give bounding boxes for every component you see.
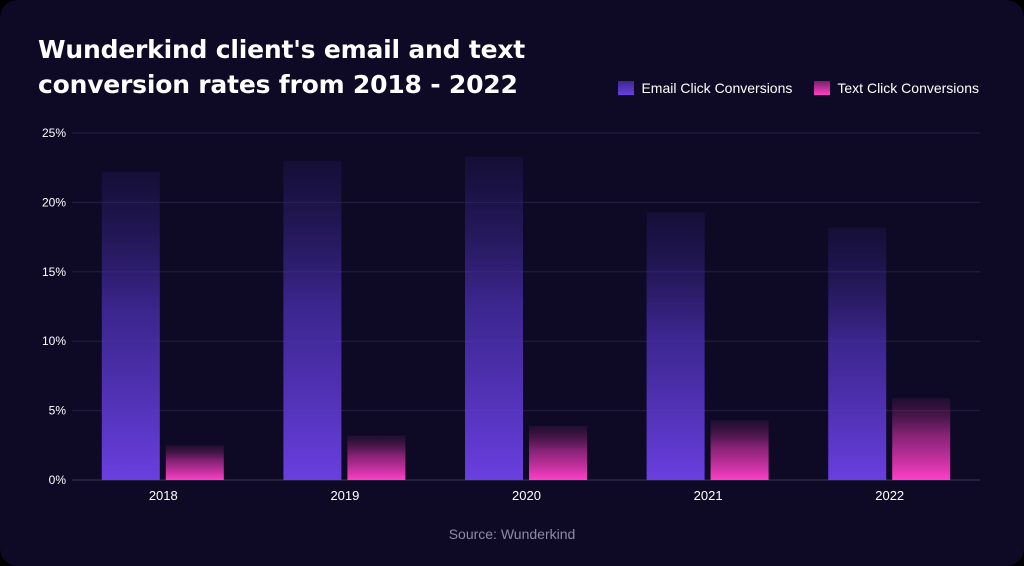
text-bar-2018 [165,445,224,480]
email-bar-2022 [828,227,887,480]
text-swatch [814,81,831,95]
text-bar-2021 [710,420,769,480]
y-tick-label: 10% [42,334,66,348]
x-tick-label: 2022 [875,488,904,503]
email-bar-2021 [646,212,705,480]
chart-title: Wunderkind client's email and text conve… [38,35,526,99]
y-tick-label: 20% [42,195,66,209]
x-tick-label: 2020 [512,488,541,503]
legend-item-email: Email Click Conversions [618,80,792,96]
source-note: Source: Wunderkind [448,526,576,542]
email-swatch [618,81,635,95]
email-bar-2018 [101,171,160,480]
y-tick-label: 5% [49,404,67,418]
y-tick-label: 25% [42,126,66,140]
x-tick-label: 2018 [149,488,178,503]
email-bar-2020 [465,156,523,480]
y-tick-label: 15% [42,265,66,279]
text-bar-2020 [529,425,587,480]
text-bar-2022 [892,398,951,480]
legend: Email Click Conversions Text Click Conve… [618,80,979,96]
x-tick-label: 2019 [330,488,359,503]
x-tick-label: 2021 [694,488,723,503]
legend-label-text: Text Click Conversions [837,80,979,96]
email-bar-2019 [283,160,342,480]
legend-item-text: Text Click Conversions [814,80,979,96]
text-bar-2019 [347,435,406,480]
y-tick-label: 0% [49,473,67,487]
legend-label-email: Email Click Conversions [641,80,793,96]
